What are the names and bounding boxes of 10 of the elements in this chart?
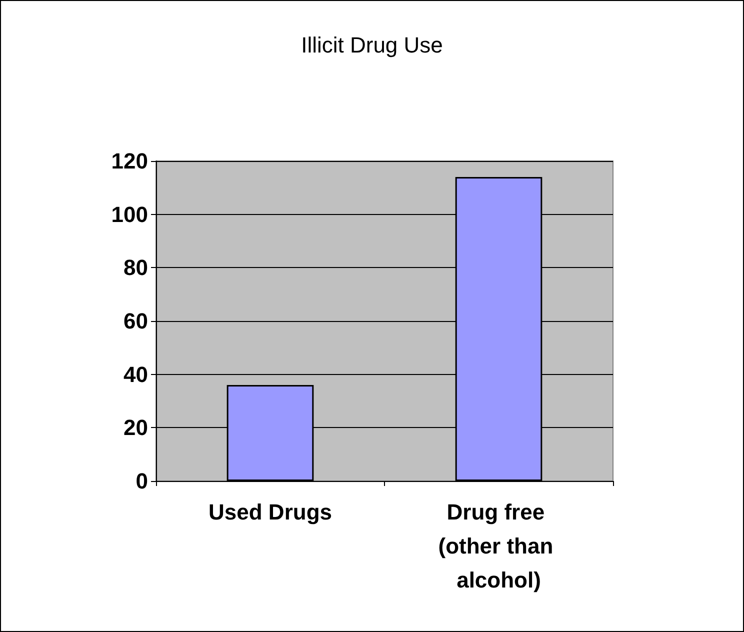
y-tick-label: 120 [111, 148, 148, 174]
y-tick-label: 100 [111, 202, 148, 227]
chart-title: Illicit Drug Use [301, 32, 443, 58]
y-tick-label: 0 [136, 468, 148, 494]
y-tick-label: 40 [124, 362, 148, 387]
y-tick-label: 80 [124, 255, 148, 280]
x-tick-label: Drug free (other than alcohol) [438, 500, 560, 592]
y-tick-label: 20 [124, 415, 148, 440]
y-tick-label: 60 [124, 308, 148, 334]
x-tick-label: Used Drugs [208, 500, 332, 524]
